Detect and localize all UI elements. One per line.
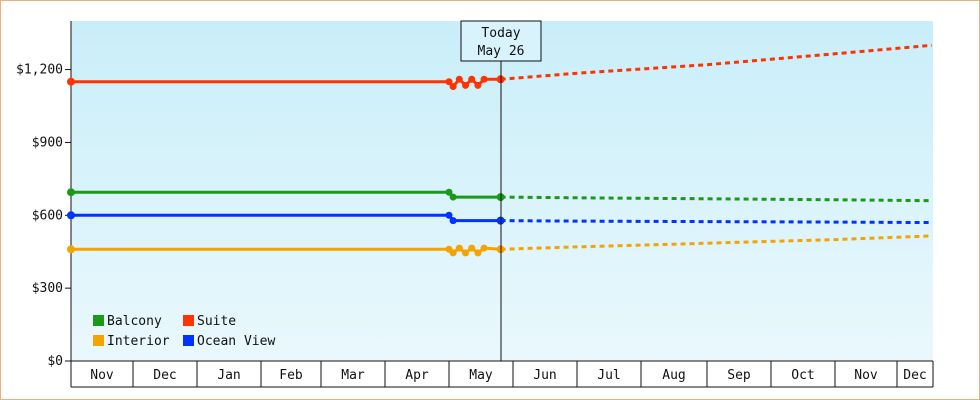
today-marker: Today May 26 — [460, 20, 542, 361]
data-point — [455, 75, 463, 83]
legend-item-interior: Interior — [93, 334, 170, 349]
axes: $0 $300 $600 $900 $1,200 Nov Dec Jan Feb Mar Apr Ma… — [16, 21, 934, 388]
x-tick-label: Feb — [279, 368, 303, 383]
x-tick-label: Dec — [153, 368, 176, 383]
data-point — [480, 244, 488, 252]
x-tick-label: Sep — [727, 368, 751, 383]
x-tick-label: Nov — [854, 368, 878, 383]
data-point — [462, 249, 470, 257]
data-point — [449, 249, 457, 257]
data-point — [449, 83, 457, 91]
data-point — [468, 244, 476, 252]
data-point — [445, 188, 453, 196]
legend-label: Interior — [107, 334, 170, 349]
legend-label: Balcony — [107, 314, 162, 329]
data-point — [455, 244, 463, 252]
x-tick-label: Dec — [903, 368, 926, 383]
x-tick-label: Jun — [533, 368, 556, 383]
legend: Balcony Suite Interior Ocean View — [93, 314, 275, 349]
legend-item-suite: Suite — [183, 314, 236, 329]
x-tick-label: Apr — [405, 368, 429, 383]
x-tick-label: May — [469, 368, 493, 383]
today-label-box — [460, 20, 542, 62]
data-point — [445, 78, 453, 86]
data-point — [449, 193, 457, 201]
legend-swatch — [93, 335, 104, 346]
x-tick-label: Jan — [217, 368, 240, 383]
series-group — [67, 43, 932, 257]
data-point — [462, 81, 470, 89]
x-tick-label: Oct — [791, 368, 814, 383]
legend-swatch — [93, 315, 104, 326]
y-tick-label: $600 — [32, 208, 63, 223]
x-tick-label: Jul — [597, 368, 620, 383]
data-point — [449, 217, 457, 225]
x-tick-label: Nov — [90, 368, 114, 383]
data-point — [468, 75, 476, 83]
today-label-line2: May 26 — [478, 44, 525, 59]
legend-item-balcony: Balcony — [93, 314, 162, 329]
data-point — [67, 245, 75, 254]
data-point — [67, 77, 75, 86]
series-balcony — [67, 188, 932, 203]
x-tick-label: Mar — [341, 368, 365, 383]
y-tick-label: $1,200 — [16, 63, 63, 78]
legend-label: Suite — [197, 314, 236, 329]
data-point — [67, 188, 75, 197]
data-point — [445, 211, 453, 219]
legend-swatch — [183, 335, 194, 346]
y-tick-label: $300 — [32, 281, 63, 296]
legend-swatch — [183, 315, 194, 326]
data-point — [67, 211, 75, 220]
x-tick-label: Aug — [662, 368, 685, 383]
y-tick-label: $900 — [32, 135, 63, 150]
data-point — [474, 81, 482, 89]
data-point — [474, 249, 482, 257]
legend-item-ocean-view: Ocean View — [183, 334, 275, 349]
data-point — [480, 75, 488, 83]
legend-label: Ocean View — [197, 334, 275, 349]
y-tick-label: $0 — [47, 354, 63, 369]
today-label-line1: Today — [481, 26, 520, 41]
